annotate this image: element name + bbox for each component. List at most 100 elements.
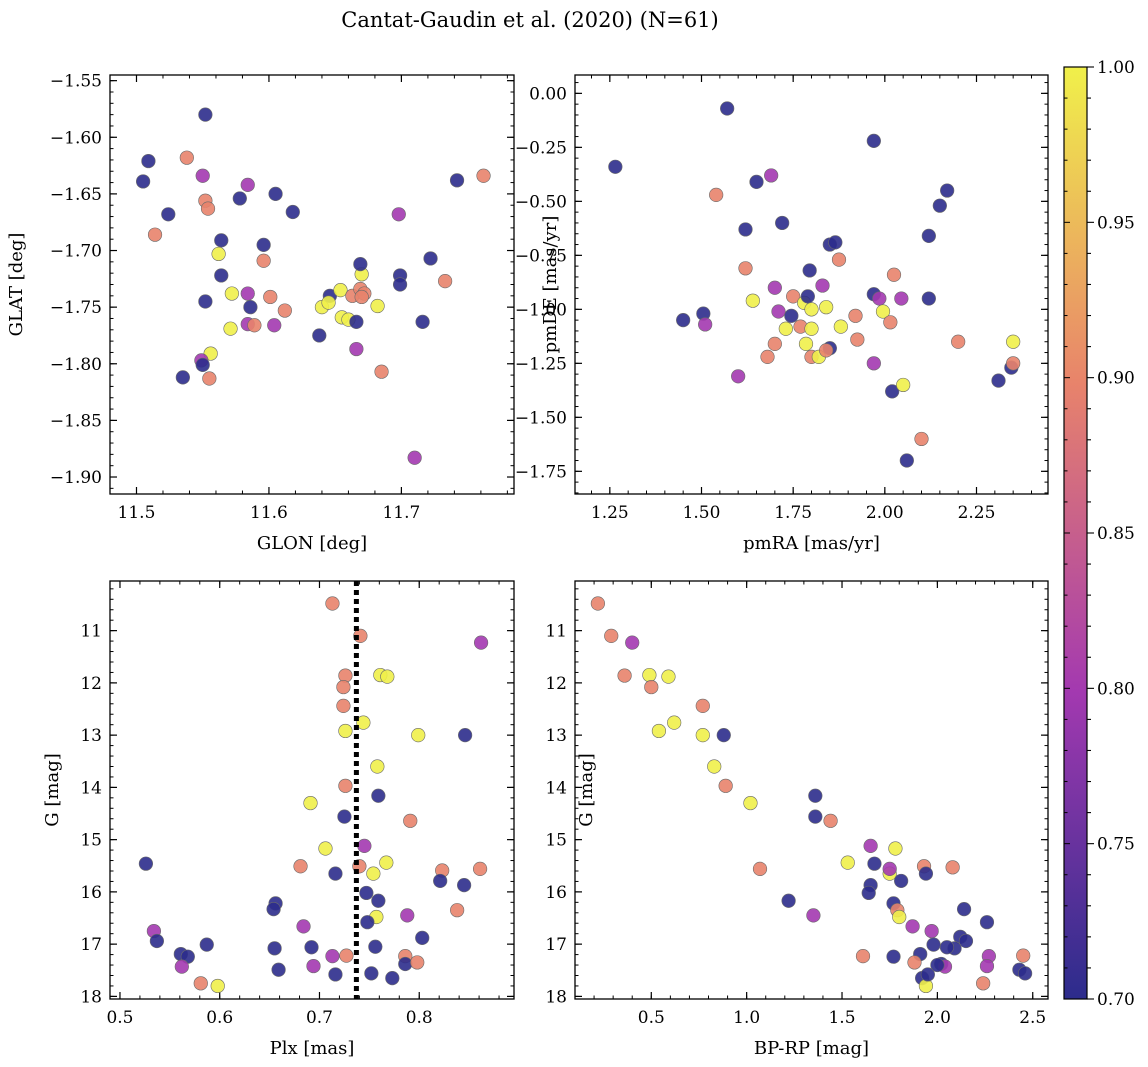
y-axis-label: GLAT [deg] [6, 233, 27, 337]
data-point [709, 187, 724, 202]
axes-frame [574, 580, 1049, 1000]
y-tick-label: −1.55 [50, 72, 102, 92]
data-point [885, 384, 900, 399]
panel-sky: 11.5 11.6 11.7 −1.55 −1.60 −1.65 −1.70 −1.75 −1.… [6, 72, 515, 554]
data-point [749, 174, 764, 190]
data-point [695, 728, 710, 743]
data-point [374, 364, 389, 379]
data-point [338, 723, 353, 739]
data-point [415, 314, 430, 329]
data-point [991, 373, 1006, 388]
data-point [400, 908, 415, 923]
data-point [698, 317, 713, 332]
data-point [914, 431, 929, 447]
data-point [625, 635, 640, 650]
data-point [778, 321, 793, 336]
data-point [198, 294, 213, 309]
data-point [939, 940, 955, 955]
data-point [886, 267, 902, 282]
data-point [831, 252, 847, 267]
data-point [808, 788, 823, 803]
x-axis-label: pmRA [mas/yr] [743, 533, 880, 554]
data-point [214, 233, 229, 248]
data-point [932, 198, 947, 213]
data-point [198, 107, 213, 122]
y-tick-label: 16 [80, 883, 102, 903]
data-point [353, 257, 368, 272]
y-tick-label: −1.65 [50, 185, 102, 205]
data-point [336, 698, 351, 713]
data-point [306, 958, 321, 974]
data-point [415, 930, 430, 945]
data-point [738, 222, 753, 237]
colorbar-tick-label: 1.00 [1097, 58, 1135, 78]
x-tick-label: 11.5 [118, 503, 156, 523]
data-point [360, 915, 375, 930]
x-tick-label: 1.50 [683, 503, 721, 523]
axes-frame [109, 74, 515, 495]
y-tick-label: 15 [80, 831, 102, 851]
data-point [336, 679, 351, 695]
y-tick-label: −1.75 [50, 298, 102, 318]
x-axis-label: GLON [deg] [257, 533, 367, 554]
x-tick-label: 2.0 [924, 1008, 951, 1028]
colorbar-tick-label: 0.75 [1097, 835, 1135, 855]
data-point [267, 318, 282, 333]
data-point [368, 939, 383, 954]
panel-plx: 0.5 0.6 0.7 0.8 11 12 13 14 15 16 17 18 Plx [mas] G [… [42, 580, 515, 1059]
panel-pm: 1.25 1.50 1.75 2.00 2.25 0.00 −0.25 −0.50 −0.75 −… [515, 74, 1049, 554]
data-point [855, 949, 871, 964]
data-point [385, 970, 400, 986]
data-point [899, 453, 914, 468]
y-axis-label: G [mag] [42, 753, 63, 826]
y-tick-label: −0.25 [515, 138, 567, 158]
data-point [905, 919, 920, 934]
data-point [745, 293, 760, 308]
data-point [364, 966, 379, 981]
y-tick-label: −1.25 [515, 354, 567, 374]
y-tick-label: −1.75 [515, 462, 567, 482]
data-point [303, 795, 318, 811]
data-point [392, 277, 408, 292]
data-point [138, 856, 154, 871]
data-point [161, 207, 176, 222]
data-point [850, 332, 865, 347]
data-point [1016, 948, 1031, 963]
data-point [271, 962, 286, 977]
data-point [223, 321, 238, 336]
y-tick-label: −1.00 [515, 300, 567, 320]
y-tick-label: 16 [545, 883, 567, 903]
data-point [767, 336, 782, 351]
data-point [321, 295, 336, 310]
x-tick-label: 11.6 [250, 503, 288, 523]
data-point [141, 153, 156, 169]
data-point [767, 280, 782, 295]
data-point [815, 278, 830, 293]
data-point [370, 298, 385, 314]
y-tick-label: 11 [545, 622, 567, 642]
data-point [720, 101, 735, 116]
data-point [411, 728, 426, 743]
data-point [1006, 356, 1021, 371]
x-tick-label: 2.00 [866, 503, 904, 523]
data-point [775, 215, 790, 231]
data-point [371, 893, 386, 908]
panel-cmd: 0.5 1.0 1.5 2.0 2.5 11 12 13 14 15 16 17 18 BP-RP [ma… [545, 580, 1049, 1059]
y-tick-label: −1.70 [50, 242, 102, 262]
data-point [872, 291, 887, 306]
data-point [882, 861, 897, 876]
data-point [370, 759, 385, 774]
data-point [267, 941, 282, 956]
data-point [337, 809, 352, 824]
data-point [956, 902, 972, 917]
data-point [339, 948, 354, 963]
data-point [695, 698, 710, 713]
data-point [224, 286, 239, 301]
data-point [243, 300, 258, 315]
data-point [325, 949, 340, 964]
data-point [136, 174, 151, 189]
data-point [760, 349, 775, 364]
data-point [979, 958, 995, 974]
x-tick-label: 11.7 [382, 503, 420, 523]
data-point [449, 173, 465, 188]
